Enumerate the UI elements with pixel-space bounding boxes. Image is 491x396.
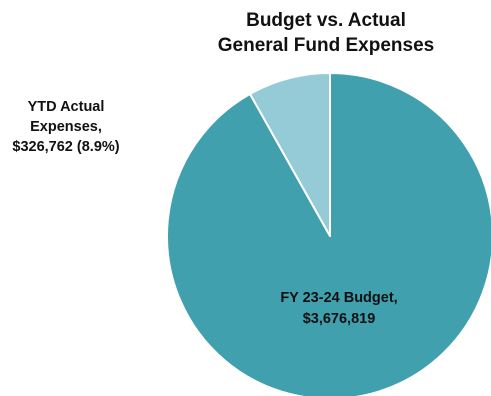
pie-slices — [166, 72, 491, 396]
ytd-label-line-1: YTD Actual — [28, 99, 105, 115]
chart-title-line-1: Budget vs. Actual — [246, 10, 406, 31]
slice-label-ytd-actual: YTD Actual Expenses, $326,762 (8.9%) — [12, 99, 119, 155]
slice-label-budget: FY 23-24 Budget, $3,676,819 — [280, 290, 397, 327]
chart-title-line-2: General Fund Expenses — [218, 35, 434, 56]
budget-label-line-1: FY 23-24 Budget, — [280, 290, 397, 306]
ytd-label-line-2: Expenses, — [30, 119, 102, 135]
pie-slice-ytd-actual — [249, 72, 331, 237]
budget-label-line-2: $3,676,819 — [303, 311, 376, 327]
ytd-label-line-3: $326,762 (8.9%) — [12, 139, 119, 155]
